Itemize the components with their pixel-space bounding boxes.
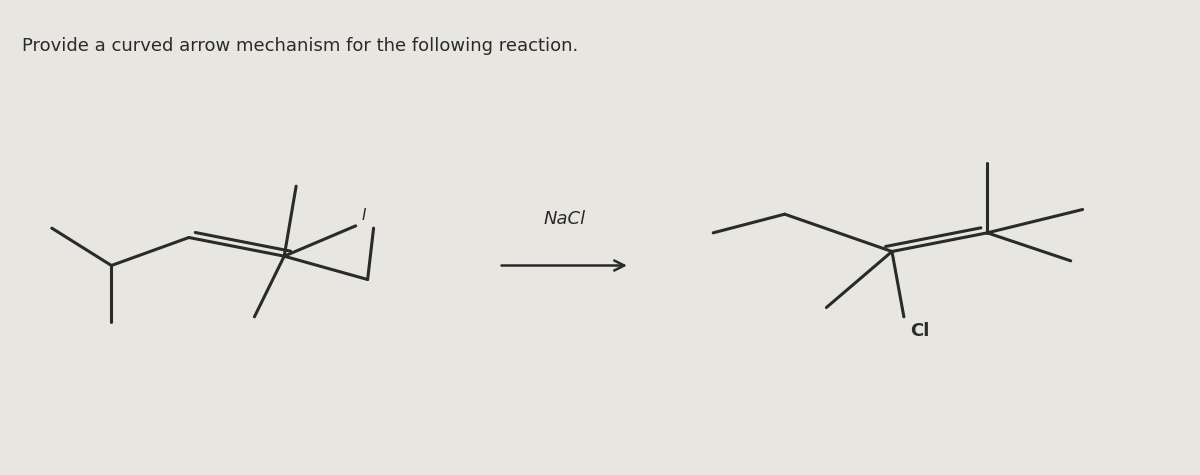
Text: I: I — [361, 209, 366, 224]
Text: NaCl: NaCl — [544, 210, 586, 228]
Text: Cl: Cl — [910, 322, 929, 340]
Text: Provide a curved arrow mechanism for the following reaction.: Provide a curved arrow mechanism for the… — [22, 37, 578, 55]
